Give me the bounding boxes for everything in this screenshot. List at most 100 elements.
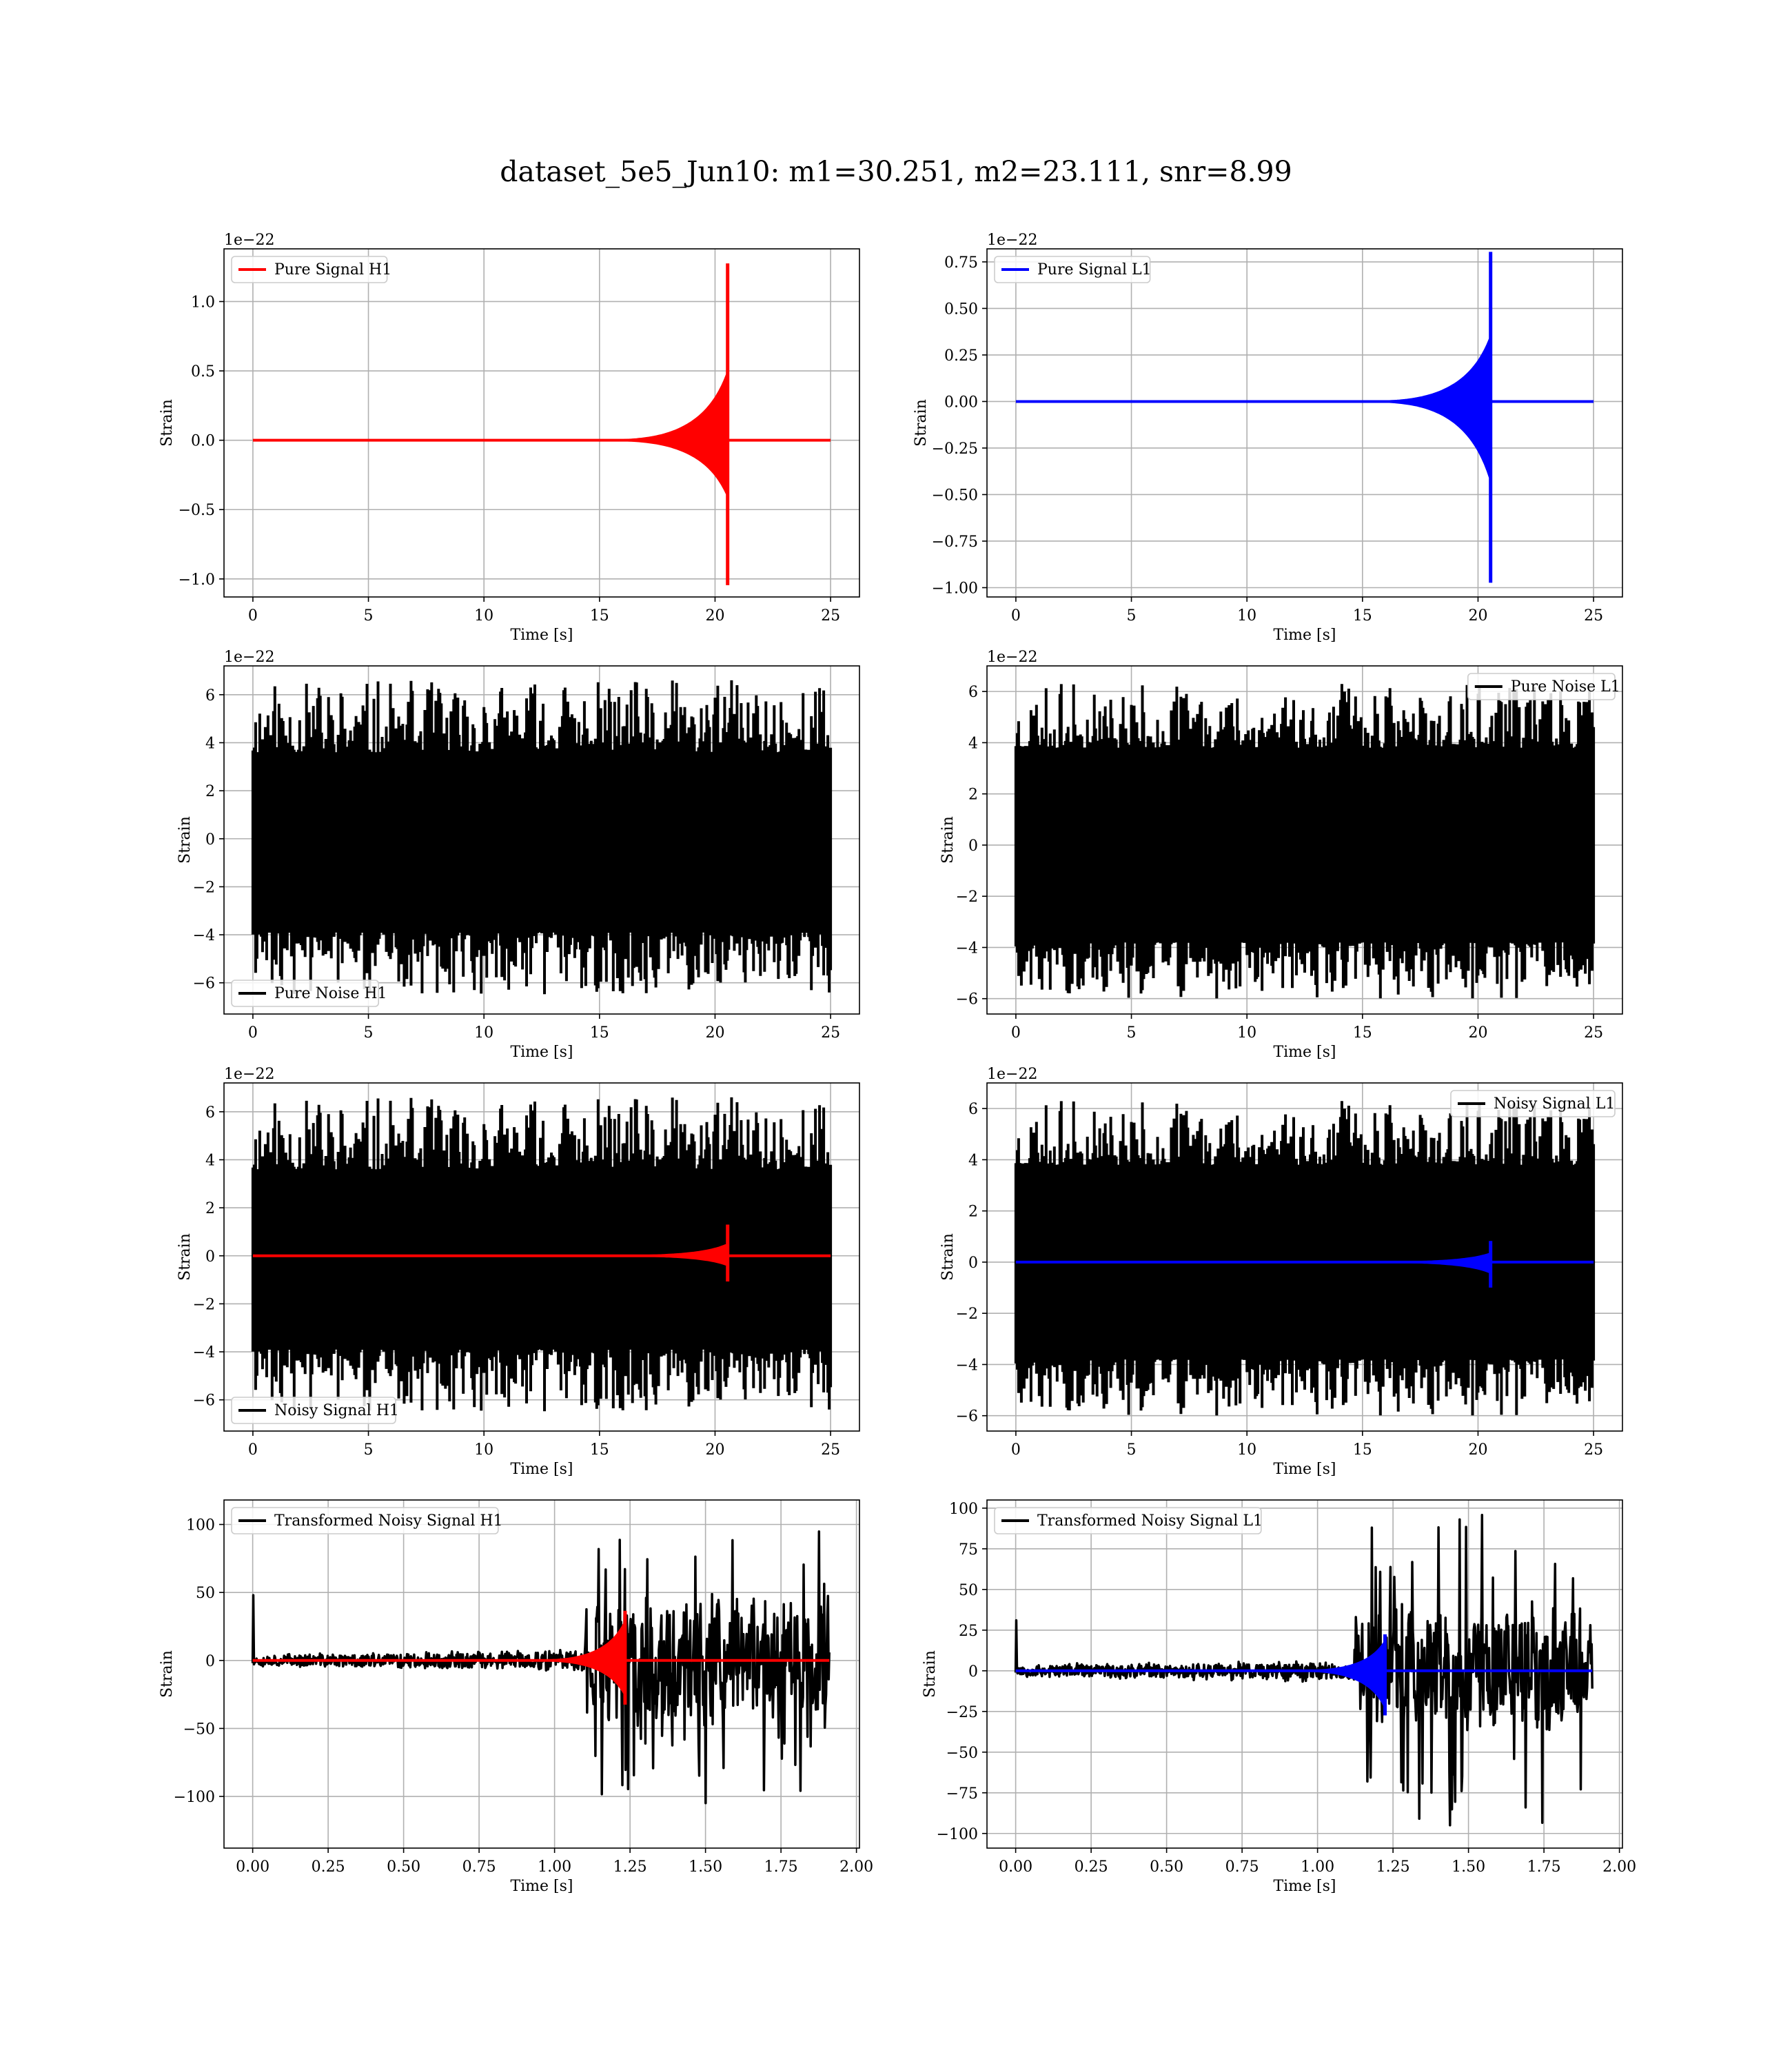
x-tick-label: 1.50 bbox=[1452, 1858, 1485, 1876]
signal-chirp bbox=[1272, 1634, 1387, 1716]
x-tick-label: 5 bbox=[364, 1024, 374, 1042]
x-axis-label: Time [s] bbox=[1273, 1044, 1336, 1061]
x-tick-label: 25 bbox=[821, 1441, 840, 1459]
x-tick-label: 10 bbox=[474, 1441, 493, 1459]
y-tick-label: −2 bbox=[956, 1306, 978, 1323]
x-tick-label: 15 bbox=[1353, 607, 1372, 625]
x-tick-label: 15 bbox=[590, 1441, 609, 1459]
x-axis-label: Time [s] bbox=[1273, 627, 1336, 644]
legend: Pure Signal H1 bbox=[231, 256, 391, 283]
legend-box bbox=[1467, 673, 1616, 700]
legend: Pure Noise H1 bbox=[231, 980, 387, 1007]
x-tick-label: 0.25 bbox=[1075, 1858, 1108, 1876]
y-tick-label: 50 bbox=[196, 1585, 215, 1602]
legend-box bbox=[1450, 1090, 1616, 1117]
noise-trace bbox=[251, 1097, 833, 1412]
x-axis-label: Time [s] bbox=[1273, 1878, 1336, 1895]
y-tick-label: −100 bbox=[174, 1789, 215, 1806]
legend-box bbox=[994, 1507, 1262, 1534]
plot-area bbox=[251, 680, 833, 995]
y-tick-label: 2 bbox=[968, 1204, 978, 1221]
signal-chirp bbox=[576, 1224, 730, 1281]
legend-box bbox=[231, 980, 379, 1007]
axes-frame bbox=[223, 1499, 860, 1849]
axes-frame bbox=[223, 665, 860, 1015]
x-tick-label: 0 bbox=[1011, 1024, 1021, 1042]
x-axis-label: Time [s] bbox=[510, 1878, 573, 1895]
y-tick-label: −75 bbox=[946, 1785, 978, 1803]
offset-text: 1e−22 bbox=[224, 649, 274, 666]
x-tick-label: 20 bbox=[705, 1024, 724, 1042]
x-tick-label: 10 bbox=[474, 607, 493, 625]
y-tick-label: 0.00 bbox=[944, 394, 978, 411]
x-tick-label: 25 bbox=[821, 607, 840, 625]
x-tick-label: 5 bbox=[1127, 607, 1137, 625]
legend-label: Pure Signal L1 bbox=[1037, 261, 1152, 278]
x-tick-label: 20 bbox=[1468, 1441, 1487, 1459]
y-tick-label: −0.50 bbox=[932, 487, 978, 504]
noise-trace bbox=[1014, 1513, 1594, 1827]
x-tick-label: 25 bbox=[821, 1024, 840, 1042]
x-tick-label: 2.00 bbox=[839, 1858, 873, 1876]
x-tick-label: 2.00 bbox=[1602, 1858, 1636, 1876]
x-tick-label: 20 bbox=[705, 607, 724, 625]
y-tick-label: −4 bbox=[956, 940, 978, 957]
y-tick-label: −2 bbox=[193, 1296, 215, 1313]
y-tick-label: −100 bbox=[937, 1826, 978, 1843]
legend: Pure Signal L1 bbox=[994, 256, 1152, 283]
y-tick-label: −50 bbox=[946, 1745, 978, 1762]
axes-frame bbox=[986, 248, 1623, 598]
offset-text: 1e−22 bbox=[987, 649, 1037, 666]
panel-transformed-noisy-signal-h1: 0.00 0.25 0.50 0.75 1.00 1.25 1.50 1.75 2.00 −100… bbox=[159, 1499, 873, 1895]
x-tick-label: 1.25 bbox=[1376, 1858, 1410, 1876]
figure-title: dataset_5e5_Jun10: m1=30.251, m2=23.111,… bbox=[500, 155, 1292, 188]
x-axis-label: Time [s] bbox=[1273, 1461, 1336, 1478]
axes-frame bbox=[986, 1499, 1623, 1849]
axes-frame bbox=[223, 248, 860, 598]
y-tick-label: 4 bbox=[205, 735, 215, 752]
x-tick-label: 25 bbox=[1584, 1024, 1603, 1042]
y-axis-label: Strain bbox=[913, 399, 930, 447]
x-tick-label: 0.00 bbox=[236, 1858, 269, 1876]
y-tick-label: 4 bbox=[205, 1152, 215, 1169]
x-tick-label: 5 bbox=[1127, 1441, 1137, 1459]
signal-chirp bbox=[1339, 252, 1493, 583]
signal-chirp bbox=[509, 1610, 627, 1705]
y-axis-label: Strain bbox=[159, 1650, 176, 1698]
y-tick-label: −2 bbox=[956, 889, 978, 906]
plot-area bbox=[251, 1097, 833, 1412]
y-tick-label: −1.00 bbox=[932, 580, 978, 597]
legend-box bbox=[231, 1397, 396, 1424]
x-tick-label: 20 bbox=[1468, 607, 1487, 625]
x-tick-label: 1.00 bbox=[538, 1858, 571, 1876]
y-tick-label: −4 bbox=[193, 1344, 215, 1361]
signal-chirp bbox=[1339, 1241, 1493, 1288]
x-tick-label: 0.75 bbox=[1225, 1858, 1259, 1876]
y-tick-label: 1.0 bbox=[191, 294, 215, 311]
legend: Transformed Noisy Signal L1 bbox=[994, 1507, 1263, 1534]
y-tick-label: 6 bbox=[205, 687, 215, 704]
plot-area bbox=[1014, 1513, 1594, 1827]
y-axis-label: Strain bbox=[922, 1650, 939, 1698]
x-tick-label: 15 bbox=[1353, 1024, 1372, 1042]
panel-noisy-signal-h1: 0 5 10 15 20 25 −6 −4 −2 0 2 4 6 Time [s] Strain 1e−22 N… bbox=[176, 1066, 860, 1478]
y-tick-label: 75 bbox=[959, 1541, 978, 1559]
y-tick-label: −25 bbox=[946, 1704, 978, 1721]
plot-area bbox=[1014, 684, 1596, 999]
offset-text: 1e−22 bbox=[224, 1066, 274, 1083]
legend: Noisy Signal H1 bbox=[231, 1397, 399, 1424]
legend-box bbox=[994, 256, 1151, 283]
y-axis-label: Strain bbox=[159, 399, 176, 447]
x-tick-label: 0.25 bbox=[312, 1858, 345, 1876]
y-tick-label: 0.5 bbox=[191, 363, 215, 381]
x-tick-label: 15 bbox=[590, 607, 609, 625]
legend: Transformed Noisy Signal H1 bbox=[231, 1507, 503, 1534]
axes-frame bbox=[986, 1082, 1623, 1432]
x-tick-label: 25 bbox=[1584, 607, 1603, 625]
x-tick-label: 10 bbox=[1237, 1024, 1256, 1042]
y-tick-label: 0 bbox=[205, 831, 215, 849]
y-axis-label: Strain bbox=[176, 816, 194, 864]
x-tick-label: 0 bbox=[248, 607, 258, 625]
y-axis-label: Strain bbox=[176, 1233, 194, 1281]
panel-pure-signal-h1: 0 5 10 15 20 25 −1.0 −0.5 0.0 0.5 1.0 Time [s] Strai… bbox=[159, 232, 860, 644]
